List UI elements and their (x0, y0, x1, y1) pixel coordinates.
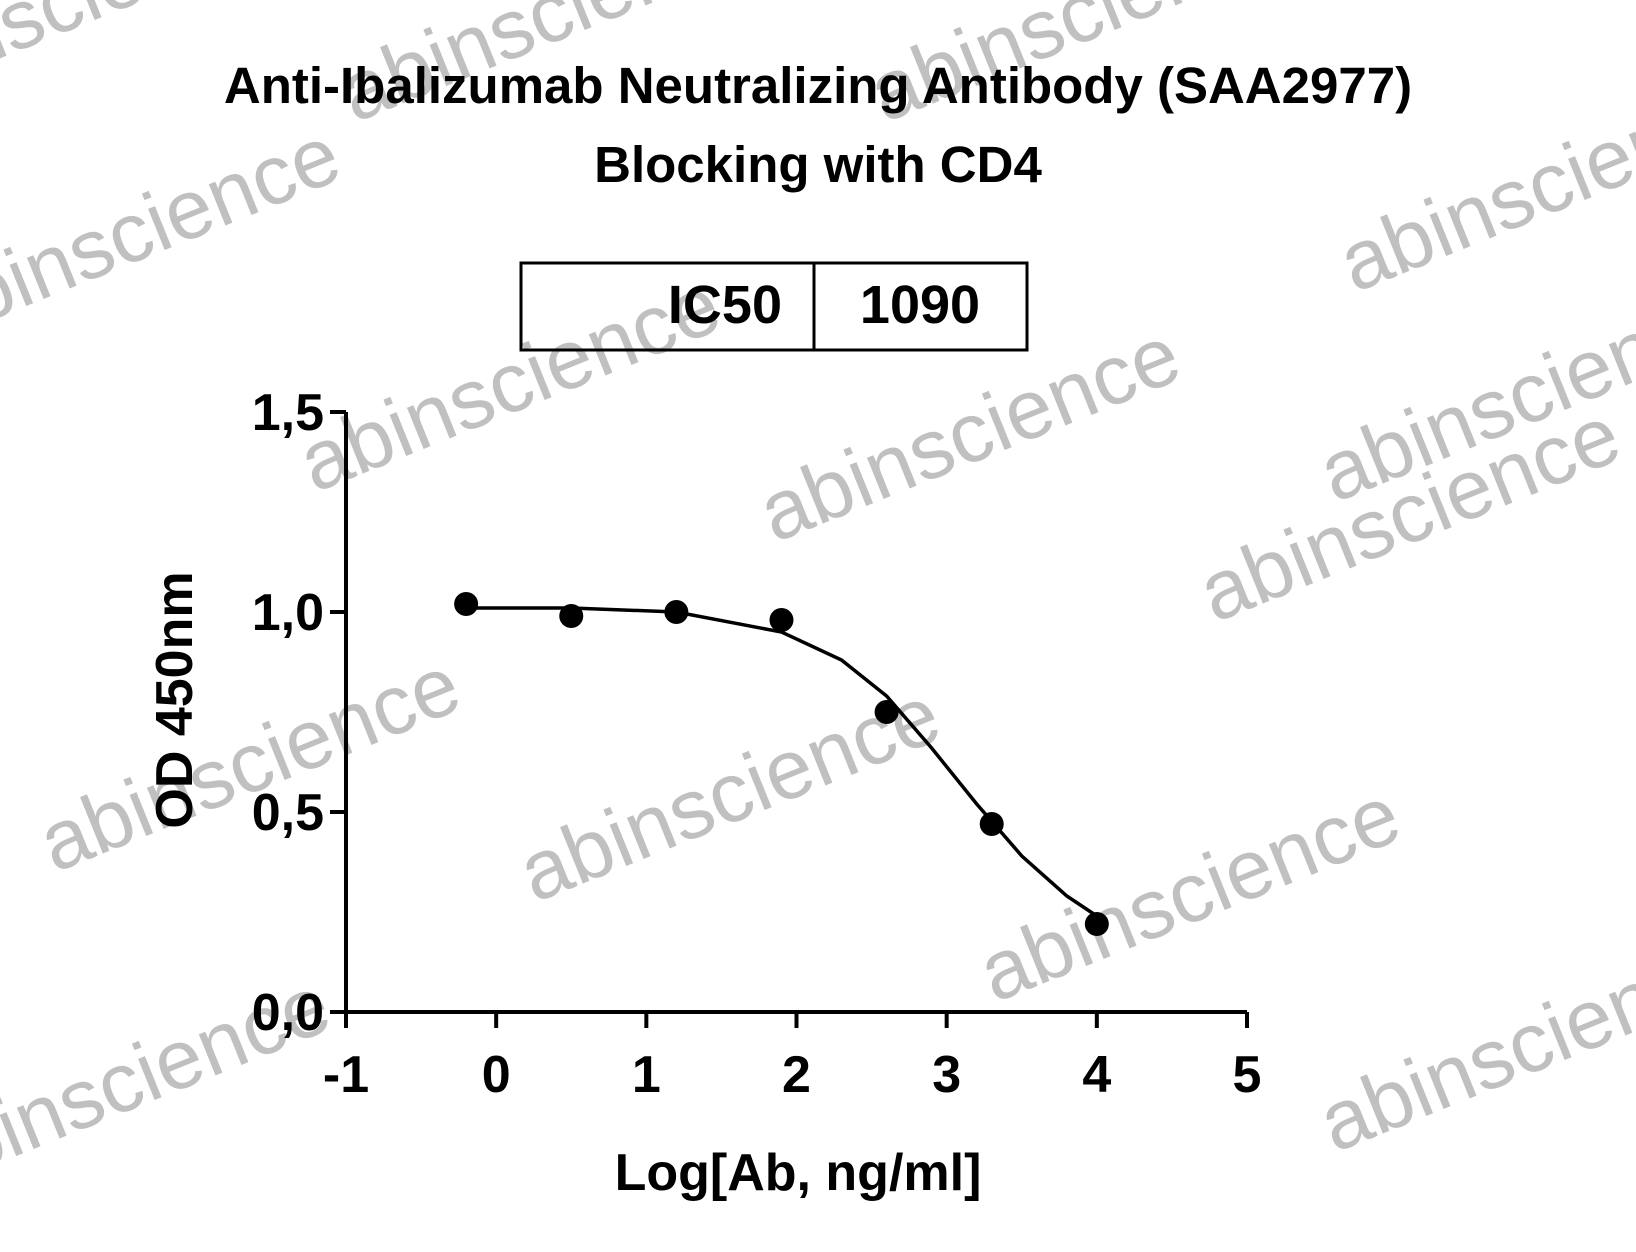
chart-title: Anti-Ibalizumab Neutralizing Antibody (S… (224, 57, 1412, 114)
data-point (559, 604, 584, 628)
x-tick-label: 4 (1082, 1046, 1111, 1104)
fit-curve (466, 606, 1098, 918)
ic50-label: IC50 (668, 275, 782, 335)
y-tick-label: 0,5 (252, 784, 324, 842)
ic50-value: 1090 (860, 275, 980, 335)
data-point (1084, 912, 1109, 936)
data-point (874, 700, 899, 724)
data-point (979, 812, 1004, 836)
x-tick-label: 5 (1233, 1046, 1262, 1104)
data-point (454, 592, 479, 616)
y-tick-label: 1,5 (252, 384, 324, 442)
x-tick-label: 2 (782, 1046, 811, 1104)
x-tick-label: 1 (632, 1046, 661, 1104)
data-point (769, 608, 794, 632)
y-tick-label: 1,0 (252, 584, 324, 642)
x-tick-label: 0 (482, 1046, 511, 1104)
y-axis-label: OD 450nm (146, 571, 204, 828)
x-tick-label: -1 (323, 1046, 369, 1104)
y-tick-label: 0,0 (252, 984, 324, 1042)
x-tick-label: 3 (932, 1046, 961, 1104)
ic50-box (519, 261, 1029, 352)
x-axis-label: Log[Ab, ng/ml] (615, 1144, 982, 1202)
data-point (664, 600, 689, 624)
chart-title: Blocking with CD4 (594, 136, 1042, 193)
